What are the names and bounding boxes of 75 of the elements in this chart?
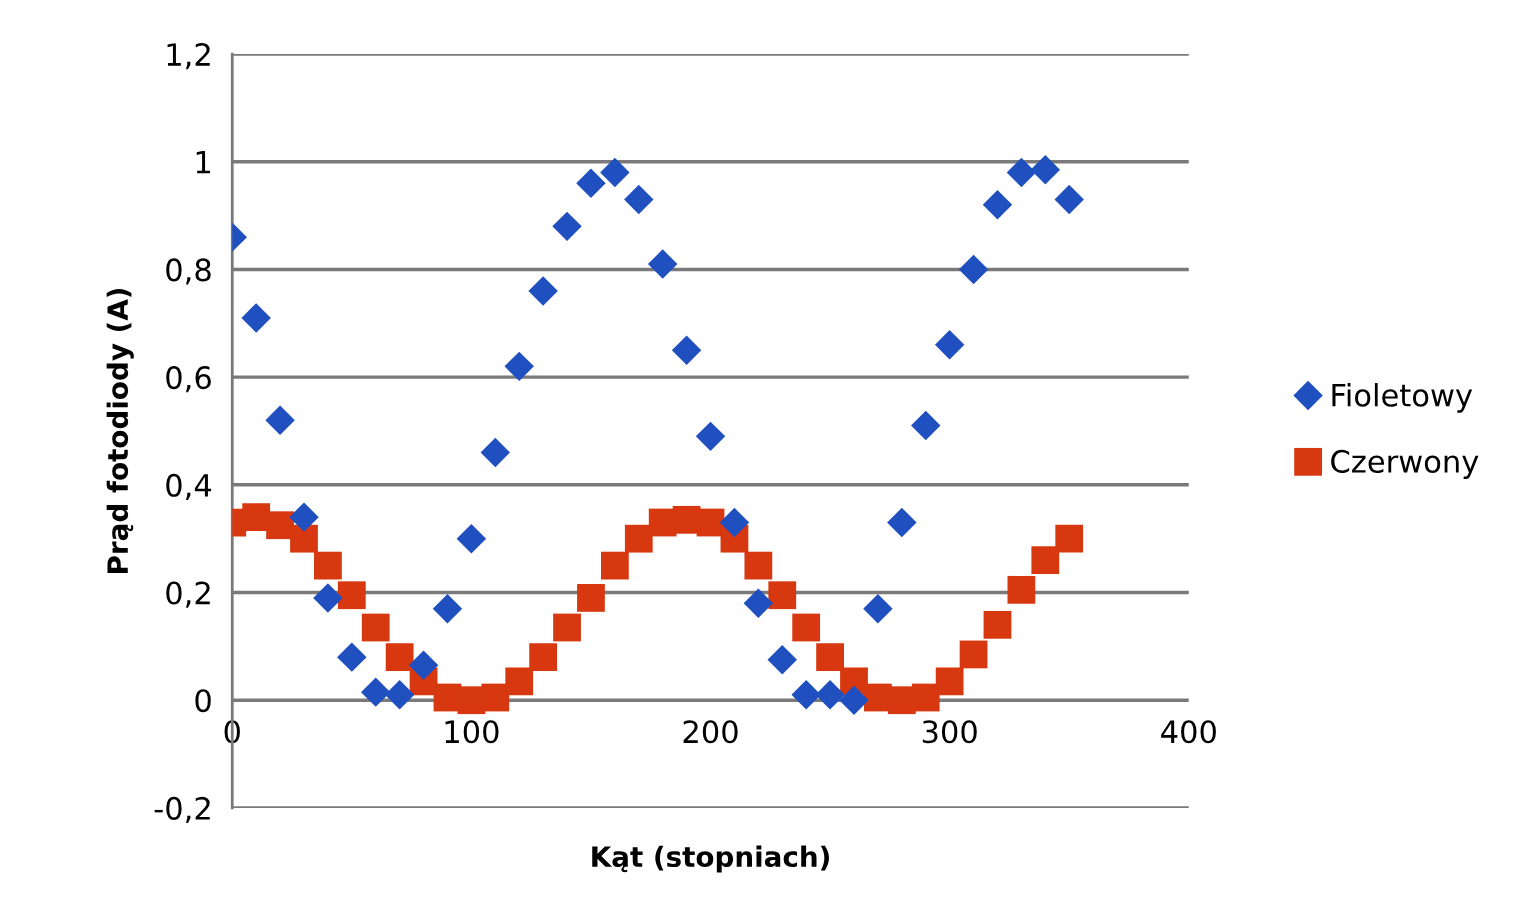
point [385,643,414,672]
point [529,643,558,672]
point [839,685,869,715]
y-tick-label: -0,2 [154,796,210,824]
point [505,667,534,696]
point [792,613,821,642]
point [744,551,773,580]
point [1055,524,1084,553]
point [456,523,487,554]
point [408,650,439,680]
point [816,643,844,672]
point [624,184,654,215]
point [935,667,964,696]
point [314,551,342,580]
point [361,677,391,707]
y-tick-label: 0,4 [166,473,212,500]
x-tick-label: 200 [683,720,738,744]
point [289,502,319,532]
y-tick-label: 1,2 [167,42,210,70]
point [337,581,366,610]
point [887,507,917,538]
y-tick-label: 1 [196,151,210,174]
point [958,254,989,285]
point [983,610,1012,639]
point [719,507,750,538]
point [265,405,295,435]
point [290,524,318,553]
y-tick-label: 0 [195,689,211,713]
point [481,683,510,712]
point [647,249,678,279]
x-tick-label: 300 [922,720,977,744]
point [1031,546,1060,575]
point [504,351,534,382]
x-axis-title: Kąt (stopniach) [592,845,829,873]
point [313,583,343,613]
y-axis-title: Prąd fotodiody (A) [106,288,134,573]
point [863,593,893,624]
point [361,613,390,642]
point [1006,157,1037,188]
point [671,335,702,365]
point [934,330,965,360]
point [624,524,653,553]
y-tick-label: 0,8 [166,258,211,285]
legend-label: Czerwony [1331,449,1479,479]
point [1007,575,1036,604]
point [743,588,774,619]
point [695,421,726,452]
point [553,613,581,642]
point [432,593,463,624]
point [1054,184,1084,215]
point [337,642,367,672]
y-tick-label: 0,2 [166,581,210,608]
point [911,410,941,441]
point [384,680,415,710]
point [768,581,797,610]
point [1030,155,1061,185]
point [480,437,511,468]
y-tick-label: 0,6 [166,366,211,393]
point [241,303,271,333]
x-tick-label: 400 [1161,720,1216,744]
point [576,168,606,199]
point [959,640,988,669]
point [577,584,605,612]
point [528,276,558,306]
point [791,680,821,710]
x-tick-label: 100 [445,720,499,744]
point [266,511,294,540]
point [911,683,940,712]
point [815,680,845,710]
point [767,645,797,675]
point [600,157,630,188]
point [552,211,582,242]
legend-label: Fioletowy [1332,383,1473,413]
point [600,551,629,580]
point [982,190,1013,220]
